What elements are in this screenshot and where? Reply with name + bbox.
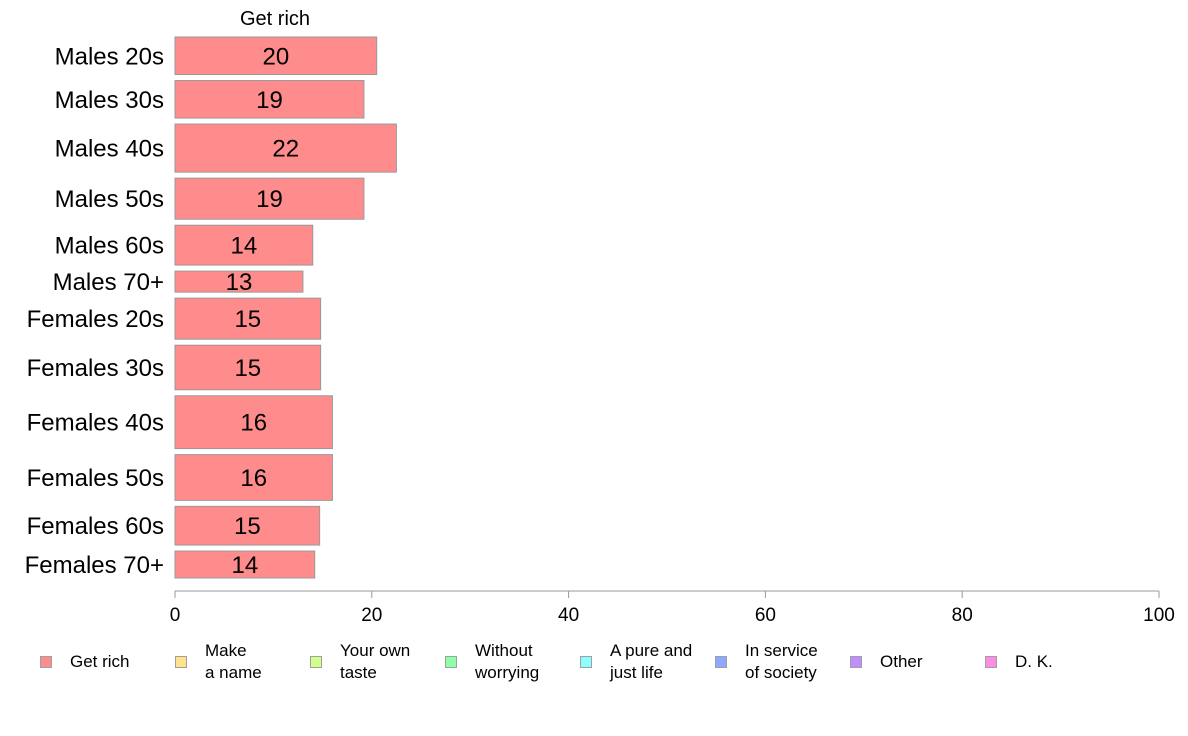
legend-swatch [580,656,592,668]
legend-swatch [40,656,52,668]
legend-swatch [445,656,457,668]
x-tick-label: 100 [1143,605,1175,626]
bar-value-label: 20 [263,43,290,70]
legend-swatch [310,656,322,668]
category-label: Males 30s [55,87,164,114]
category-label: Females 40s [27,410,164,437]
bar-value-label: 14 [232,552,259,579]
bar-value-label: 15 [234,513,261,540]
legend-item: D. K. [985,638,1053,686]
category-label: Females 20s [27,306,164,333]
x-tick-label: 0 [170,605,181,626]
legend-swatch [985,656,997,668]
category-label: Males 20s [55,43,164,70]
legend-item: A pure and just life [580,638,692,686]
legend-item: Without worrying [445,638,539,686]
bar-value-label: 22 [272,136,299,163]
bar-value-label: 15 [234,306,261,333]
bar-value-label: 19 [256,87,283,114]
legend-label: Make a name [205,641,262,682]
legend-label: Other [880,652,923,671]
bar [174,224,314,266]
legend-item: In service of society [715,638,818,686]
x-tick-label: 40 [558,605,579,626]
legend-label: In service of society [745,641,818,682]
bar-value-label: 13 [226,269,253,296]
x-tick-label: 20 [361,605,382,626]
bar [174,550,316,579]
legend-swatch [715,656,727,668]
x-tick-label: 60 [755,605,776,626]
legend-item: Get rich [40,638,130,686]
bar-value-label: 14 [231,233,258,260]
legend-item: Your own taste [310,638,410,686]
column-header: Get rich [240,8,310,30]
bar-chart: Get rich Males 20s 20 Males 30s 19 Males 40s… [25,8,1175,626]
bars-group: Males 20s 20 Males 30s 19 Males 40s 22 Males 5… [25,36,397,579]
bar [174,395,333,450]
legend-item: Other [850,638,923,686]
bar-value-label: 19 [256,186,283,213]
bar-value-label: 16 [240,410,267,437]
category-label: Females 50s [27,465,164,492]
legend-label: A pure and just life [610,641,693,682]
category-label: Males 70+ [53,269,164,296]
legend-item: Make a name [175,638,262,686]
bar [174,344,322,391]
bar [174,297,322,340]
category-label: Males 40s [55,136,164,163]
bar [174,36,378,76]
category-label: Males 60s [55,233,164,260]
legend-label: Without worrying [475,641,540,682]
bar-value-label: 15 [234,355,261,382]
category-label: Females 30s [27,355,164,382]
bar [174,123,397,173]
legend-swatch [175,656,187,668]
bar [174,454,333,501]
category-label: Females 70+ [25,552,164,579]
legend-swatch [850,656,862,668]
bar-value-label: 16 [240,465,267,492]
legend: Get rich Make a name Your own taste Without… [0,638,1188,688]
bar [174,270,304,293]
category-label: Females 60s [27,513,164,540]
bar [174,80,365,119]
legend-label: Your own taste [340,641,411,682]
legend-label: Get rich [70,652,130,671]
legend-label: D. K. [1015,652,1053,671]
bar [174,505,321,546]
bar [174,177,365,220]
x-axis: 0 20 40 60 80 100 [170,590,1175,626]
category-label: Males 50s [55,186,164,213]
x-tick-label: 80 [952,605,973,626]
